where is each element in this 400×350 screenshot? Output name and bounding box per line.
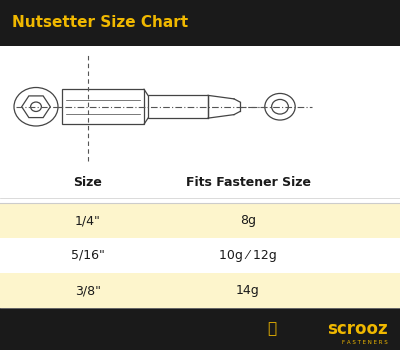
- Text: 10g ⁄ 12g: 10g ⁄ 12g: [219, 249, 277, 262]
- FancyBboxPatch shape: [0, 203, 400, 238]
- Text: Size: Size: [74, 175, 102, 189]
- Text: 14g: 14g: [236, 284, 260, 297]
- Bar: [62, 89, 144, 124]
- Text: F A S T E N E R S: F A S T E N E R S: [342, 341, 388, 345]
- Text: Nutsetter Size Chart: Nutsetter Size Chart: [12, 15, 188, 30]
- FancyBboxPatch shape: [0, 308, 400, 350]
- Text: 1/4": 1/4": [75, 214, 101, 227]
- Text: 🦘: 🦘: [268, 322, 276, 336]
- Text: scrooz: scrooz: [327, 320, 388, 338]
- Text: 3/8": 3/8": [75, 284, 101, 297]
- FancyBboxPatch shape: [0, 273, 400, 308]
- Text: 5/16": 5/16": [71, 249, 105, 262]
- Text: Fits Fastener Size: Fits Fastener Size: [186, 175, 310, 189]
- Text: 8g: 8g: [240, 214, 256, 227]
- Bar: [148, 95, 208, 118]
- FancyBboxPatch shape: [0, 0, 400, 46]
